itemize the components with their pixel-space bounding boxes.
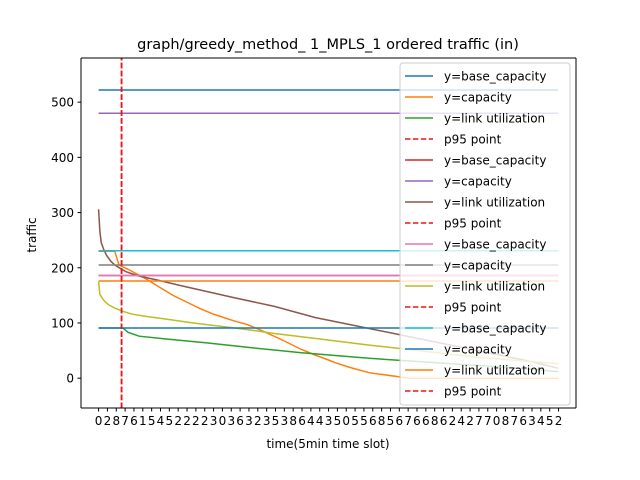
x-tick-label: 6 — [422, 414, 430, 428]
x-tick-label: 0 — [342, 414, 350, 428]
x-tick-label: 6 — [440, 414, 448, 428]
chart-title: graph/greedy_method_ 1_MPLS_1 ordered tr… — [137, 37, 519, 53]
x-tick-label: 6 — [395, 414, 403, 428]
x-tick-label: 6 — [413, 414, 421, 428]
x-tick-label: 8 — [502, 414, 510, 428]
x-tick-label: 4 — [316, 414, 324, 428]
legend-label-1: y=capacity — [444, 91, 512, 105]
x-tick-label: 4 — [537, 414, 545, 428]
x-tick-label: 7 — [510, 414, 518, 428]
y-tick-label: 200 — [51, 261, 74, 275]
x-tick-label: 6 — [130, 414, 138, 428]
x-tick-label: 7 — [475, 414, 483, 428]
legend-label-15: p95 point — [444, 385, 502, 399]
x-tick-label: 3 — [281, 414, 289, 428]
x-axis-label: time(5min time slot) — [266, 437, 389, 451]
x-tick-label: 2 — [201, 414, 209, 428]
legend: y=base_capacity y=capacity y=link utilizat… — [399, 62, 571, 406]
x-tick-label: 1 — [139, 414, 147, 428]
legend-label-8: y=base_capacity — [444, 238, 546, 252]
legend-label-9: y=capacity — [444, 259, 512, 273]
legend-label-14: y=link utilization — [444, 364, 545, 378]
legend-label-2: y=link utilization — [444, 112, 545, 126]
x-tick-label: 8 — [431, 414, 439, 428]
x-tick-label: 3 — [325, 414, 333, 428]
x-tick-label: 2 — [174, 414, 182, 428]
x-tick-label: 5 — [334, 414, 342, 428]
legend-label-12: y=base_capacity — [444, 322, 546, 336]
x-tick-label: 2 — [555, 414, 563, 428]
x-tick-label: 0 — [493, 414, 501, 428]
y-tick-label: 500 — [51, 96, 74, 110]
legend-label-13: y=capacity — [444, 343, 512, 357]
x-tick-label: 3 — [528, 414, 536, 428]
x-tick-label: 6 — [369, 414, 377, 428]
x-tick-label: 7 — [404, 414, 412, 428]
x-tick-label: 2 — [183, 414, 191, 428]
y-tick-label: 0 — [66, 372, 74, 386]
legend-label-6: y=link utilization — [444, 196, 545, 210]
x-tick-label: 2 — [449, 414, 457, 428]
x-tick-label: 2 — [466, 414, 474, 428]
x-tick-label: 3 — [263, 414, 271, 428]
y-tick-label: 300 — [51, 206, 74, 220]
x-tick-label: 8 — [289, 414, 297, 428]
x-tick-label: 2 — [192, 414, 200, 428]
y-tick-label: 400 — [51, 151, 74, 165]
x-tick-label: 3 — [245, 414, 253, 428]
x-tick-label: 4 — [307, 414, 315, 428]
y-tick-label: 100 — [51, 316, 74, 330]
x-tick-label: 7 — [121, 414, 129, 428]
x-tick-label: 6 — [519, 414, 527, 428]
x-tick-label: 5 — [360, 414, 368, 428]
x-tick-label: 2 — [254, 414, 262, 428]
legend-label-11: p95 point — [444, 301, 502, 315]
x-tick-label: 5 — [166, 414, 174, 428]
legend-label-5: y=capacity — [444, 175, 512, 189]
x-tick-label: 5 — [387, 414, 395, 428]
legend-label-10: y=link utilization — [444, 280, 545, 294]
x-tick-label: 2 — [104, 414, 112, 428]
legend-box — [399, 62, 571, 406]
y-axis-label: traffic — [25, 217, 39, 252]
x-tick-label: 6 — [298, 414, 306, 428]
x-tick-label: 4 — [457, 414, 465, 428]
x-tick-label: 7 — [484, 414, 492, 428]
legend-label-3: p95 point — [444, 133, 502, 147]
x-tick-label: 4 — [157, 414, 165, 428]
legend-label-4: y=base_capacity — [444, 154, 546, 168]
legend-label-0: y=base_capacity — [444, 70, 546, 84]
x-tick-label: 8 — [378, 414, 386, 428]
x-tick-label: 5 — [351, 414, 359, 428]
x-tick-label: 5 — [148, 414, 156, 428]
x-tick-label: 8 — [112, 414, 120, 428]
x-tick-label: 0 — [95, 414, 103, 428]
series-line-1 — [98, 250, 559, 379]
x-tick-label: 3 — [210, 414, 218, 428]
x-tick-label: 5 — [546, 414, 554, 428]
x-tick-label: 3 — [227, 414, 235, 428]
legend-label-7: p95 point — [444, 217, 502, 231]
x-tick-label: 0 — [219, 414, 227, 428]
x-tick-label: 5 — [272, 414, 280, 428]
x-tick-label: 6 — [236, 414, 244, 428]
